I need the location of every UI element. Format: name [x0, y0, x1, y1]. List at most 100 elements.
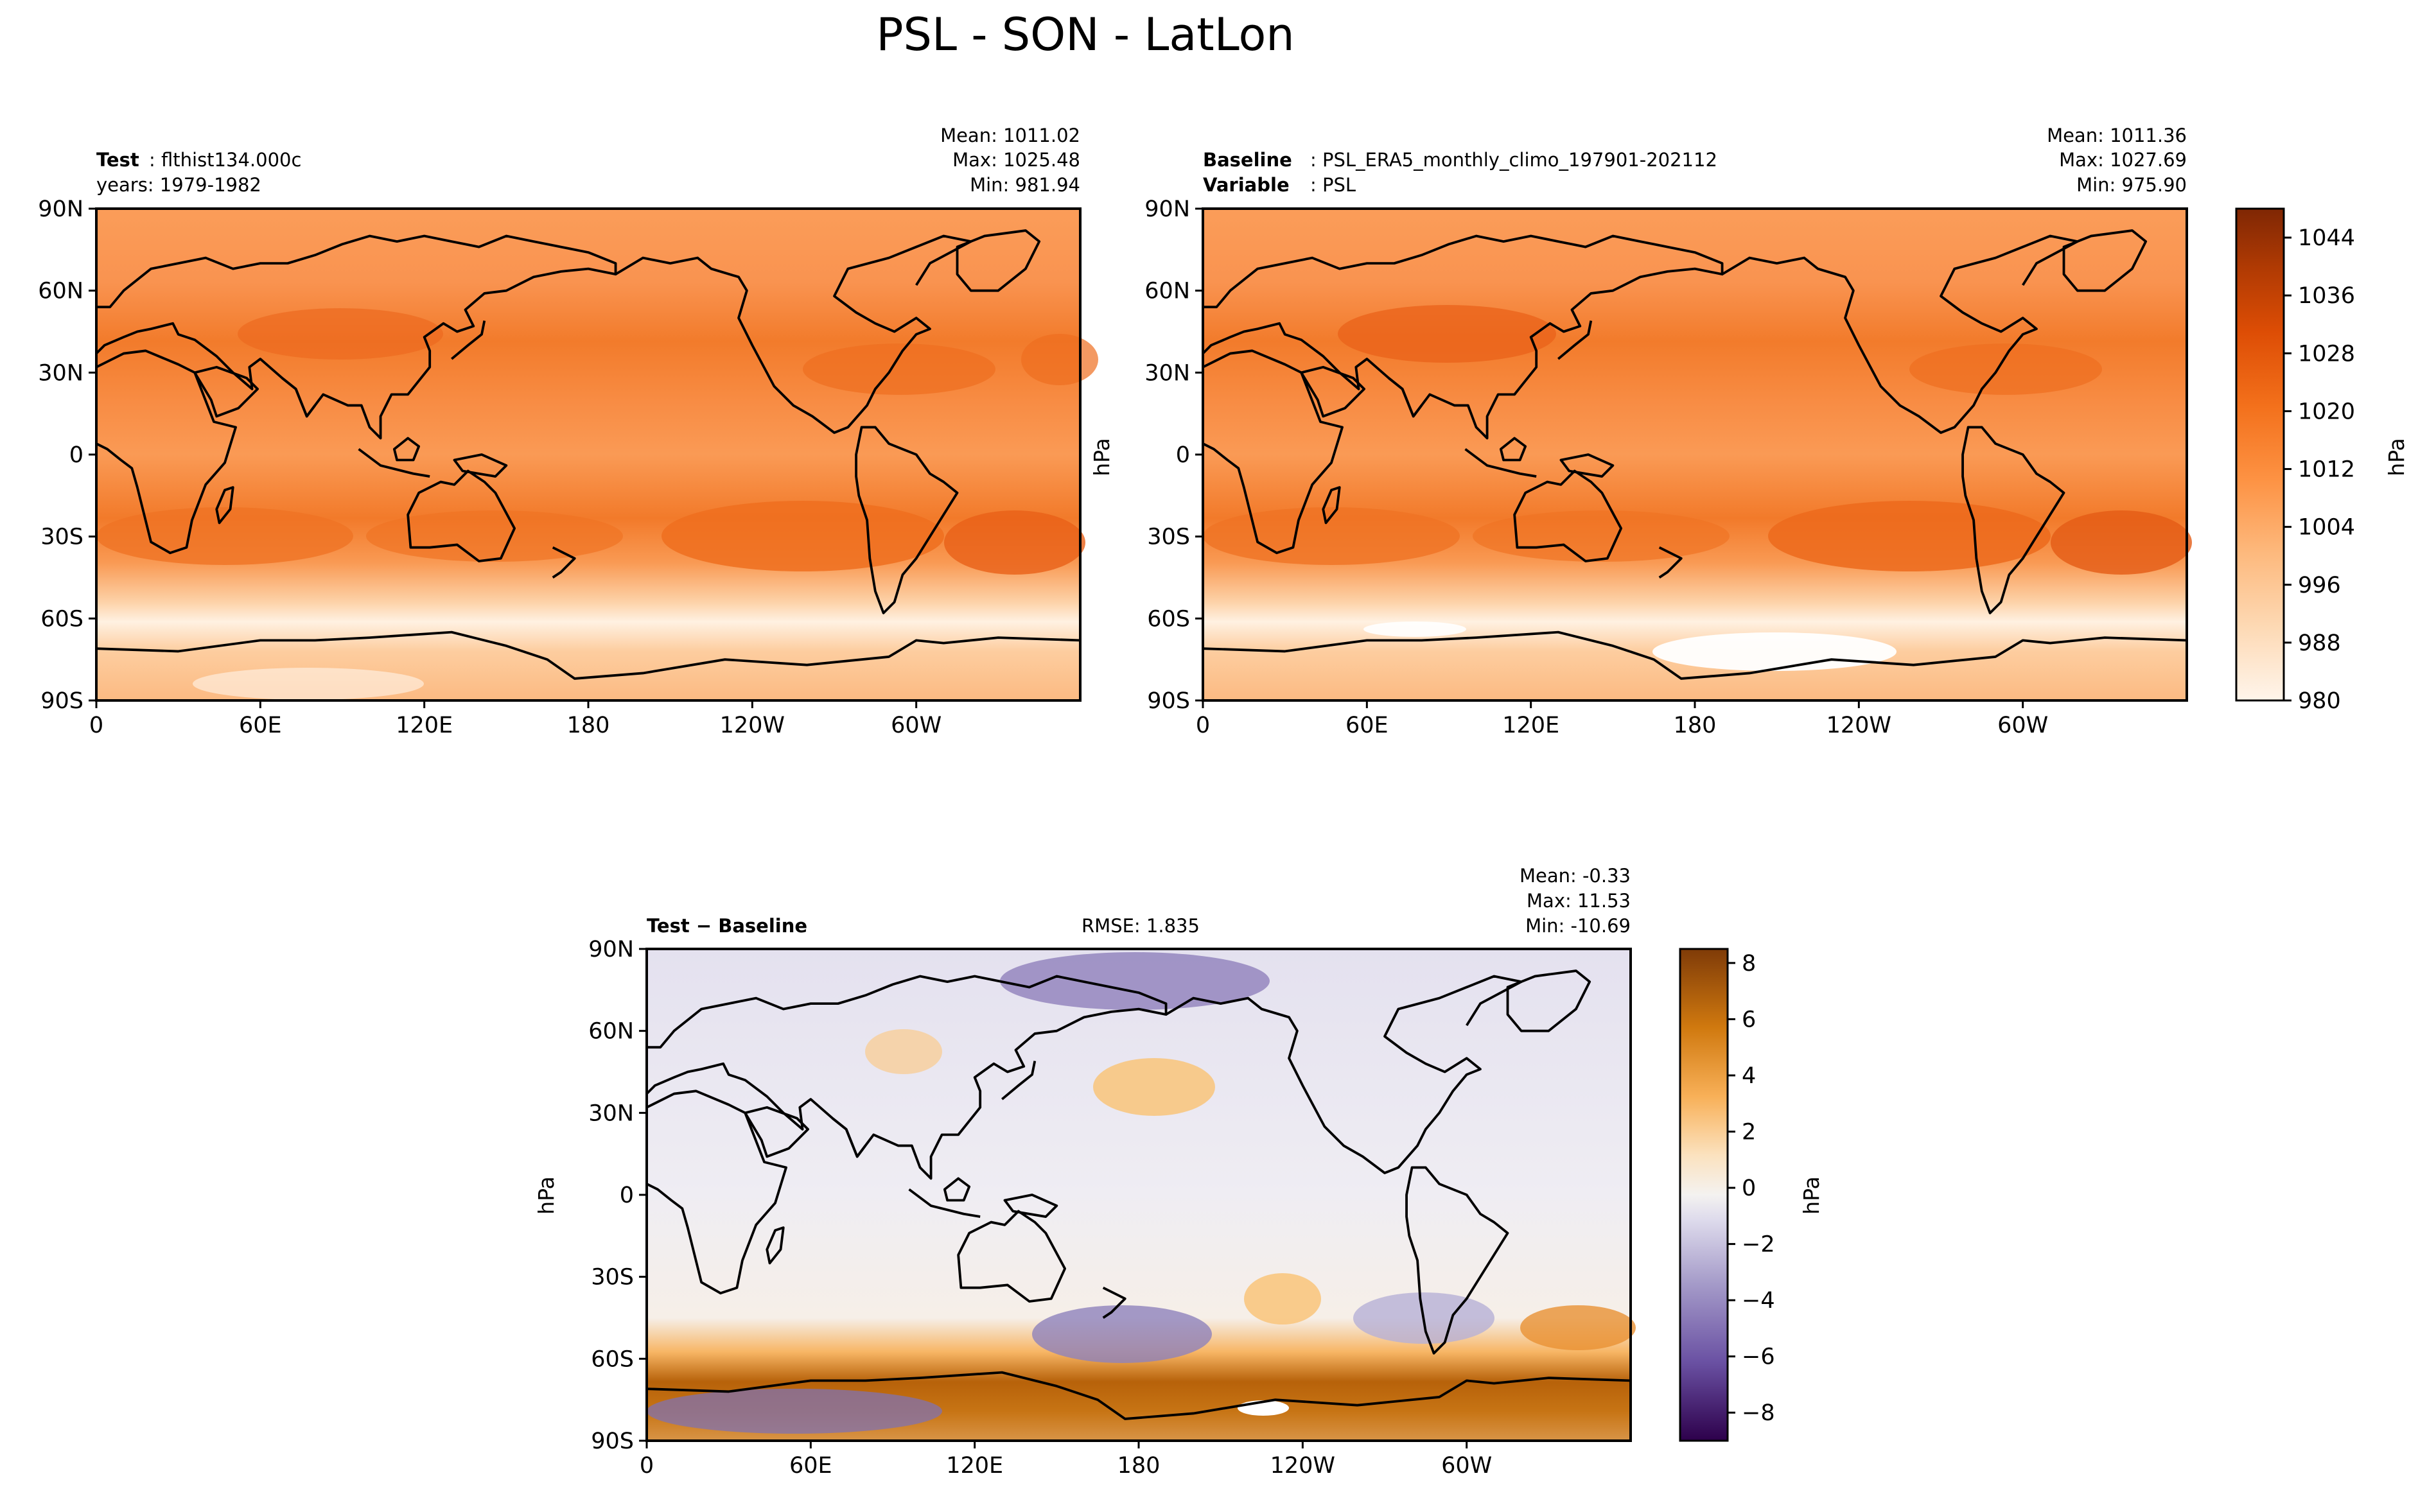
x-tick-label: 60E	[789, 1453, 832, 1479]
colorbar-tick-label: 1012	[2298, 457, 2355, 483]
test-high-cell	[662, 501, 944, 571]
difference-positive-cell	[1093, 1058, 1215, 1116]
baseline-mean: Mean: 1011.36	[2047, 125, 2187, 146]
colorbar-tick-label: 1036	[2298, 283, 2355, 309]
x-tick-label: 0	[1196, 713, 1210, 738]
y-tick-label: 0	[69, 442, 83, 468]
y-tick-label: 90N	[38, 196, 83, 222]
test-high-cell	[366, 510, 623, 562]
difference-colorbar	[1679, 948, 1729, 1442]
test-map	[95, 207, 1098, 702]
test-high-cell	[803, 343, 995, 395]
baseline-low-cell	[1652, 632, 1897, 671]
difference-negative-cell	[647, 1389, 942, 1434]
test-high-cell	[1021, 334, 1098, 385]
difference-positive-cell	[1244, 1273, 1321, 1325]
y-tick-label: 60S	[591, 1346, 634, 1372]
baseline-map	[1202, 207, 2192, 702]
baseline-title-bold: Baseline	[1203, 149, 1292, 171]
colorbar-tick-label: 1044	[2298, 225, 2355, 251]
x-tick-label: 120E	[1502, 713, 1559, 738]
x-tick-label: 180	[567, 713, 610, 738]
x-tick-label: 60E	[239, 713, 282, 738]
difference-mean: Mean: -0.33	[1520, 865, 1631, 887]
colorbar-tick-label: −2	[1742, 1232, 1775, 1258]
x-tick-label: 60W	[1997, 713, 2048, 738]
baseline-colorbar-label: hPa	[2384, 438, 2409, 476]
y-tick-label: 30N	[38, 360, 83, 386]
difference-negative-cell	[1032, 1305, 1212, 1363]
y-tick-label: 30N	[588, 1100, 634, 1126]
baseline-subtitle-rest: : PSL	[1310, 174, 1356, 196]
y-tick-label: 60N	[1144, 279, 1190, 304]
difference-positive-cell	[865, 1029, 942, 1074]
difference-map	[645, 948, 1636, 1442]
y-tick-label: 90N	[588, 937, 634, 962]
baseline-colorbar-ticks: 980 988 996 1004 1012 1020 1028 1036 1044	[2284, 225, 2355, 714]
figure-title: PSL - SON - LatLon	[876, 8, 1294, 61]
difference-ylabel: hPa	[534, 1176, 559, 1215]
x-tick-label: 60W	[891, 713, 942, 738]
y-tick-label: 90S	[40, 688, 83, 714]
difference-colorbar-label: hPa	[1799, 1176, 1824, 1215]
colorbar-tick-label: 6	[1742, 1007, 1756, 1032]
baseline-high-cell	[1909, 343, 2102, 395]
colorbar-tick-label: −4	[1742, 1288, 1775, 1314]
x-tick-label: 120E	[396, 713, 453, 738]
test-high-cell	[238, 308, 443, 360]
baseline-ylabel: hPa	[1089, 438, 1114, 476]
test-low-cell	[193, 668, 424, 700]
test-title-bold: Test	[96, 149, 139, 171]
colorbar-tick-label: −8	[1742, 1400, 1775, 1426]
difference-negative-cell	[1000, 952, 1270, 1010]
difference-title: Test − Baseline	[647, 915, 807, 937]
y-tick-label: 30S	[40, 525, 83, 550]
y-tick-label: 90S	[591, 1429, 634, 1454]
x-tick-label: 180	[1674, 713, 1717, 738]
baseline-min: Min: 975.90	[2076, 174, 2187, 196]
baseline-high-cell	[1768, 501, 2051, 571]
baseline-max: Max: 1027.69	[2059, 149, 2187, 171]
difference-field	[647, 949, 1631, 1441]
y-tick-label: 90N	[1144, 196, 1190, 222]
baseline-high-cell	[1473, 510, 1730, 562]
test-mean: Mean: 1011.02	[940, 125, 1080, 146]
x-tick-label: 180	[1117, 1453, 1161, 1479]
colorbar-tick-label: 1028	[2298, 341, 2355, 367]
baseline-subtitle-bold: Variable	[1203, 174, 1290, 196]
difference-positive-cell	[1520, 1305, 1636, 1350]
x-tick-label: 120W	[1270, 1453, 1335, 1479]
x-tick-label: 60E	[1345, 713, 1389, 738]
baseline-high-cell	[2051, 510, 2192, 575]
baseline-title-rest: : PSL_ERA5_monthly_climo_197901-202112	[1310, 149, 1717, 171]
y-tick-label: 0	[1176, 442, 1190, 468]
difference-panel: 0 60E 120E 180 120W 60W 90N 60N 30N 0 30S 60S 90S hP…	[534, 865, 1824, 1479]
y-tick-label: 30N	[1144, 360, 1190, 386]
difference-rmse: RMSE: 1.835	[1082, 915, 1200, 937]
test-high-cell	[944, 510, 1085, 575]
colorbar-tick-label: 2	[1742, 1120, 1756, 1145]
difference-min: Min: -10.69	[1525, 915, 1631, 937]
test-panel: 0 60E 120E 180 120W 60W 90N 60N 30N 0 30S 60S 90S Te…	[38, 125, 1098, 738]
x-tick-label: 120E	[946, 1453, 1003, 1479]
test-high-cell	[96, 507, 353, 565]
test-subtitle: years: 1979-1982	[96, 174, 261, 196]
x-tick-label: 60W	[1441, 1453, 1492, 1479]
difference-axes: 0 60E 120E 180 120W 60W 90N 60N 30N 0 30S 60S 90S	[588, 937, 1492, 1479]
test-min: Min: 981.94	[970, 174, 1080, 196]
difference-colorbar-ticks: −8 −6 −4 −2 0 2 4 6 8	[1728, 951, 1775, 1426]
colorbar-tick-label: 4	[1742, 1063, 1756, 1089]
y-tick-label: 60S	[1147, 606, 1190, 632]
baseline-panel: 0 60E 120E 180 120W 60W 90N 60N 30N 0 30S 60S 90S hP…	[1089, 125, 2409, 738]
x-tick-label: 0	[640, 1453, 654, 1479]
baseline-low-cell	[1363, 621, 1466, 637]
baseline-axes: 0 60E 120E 180 120W 60W 90N 60N 30N 0 30S 60S 90S	[1144, 196, 2048, 738]
colorbar-tick-label: 8	[1742, 951, 1756, 977]
baseline-colorbar	[2235, 207, 2285, 702]
y-tick-label: 60S	[40, 606, 83, 632]
x-tick-label: 120W	[1827, 713, 1891, 738]
test-title-rest: : flthist134.000c	[149, 149, 301, 171]
x-tick-label: 0	[89, 713, 103, 738]
difference-max: Max: 11.53	[1527, 890, 1631, 912]
